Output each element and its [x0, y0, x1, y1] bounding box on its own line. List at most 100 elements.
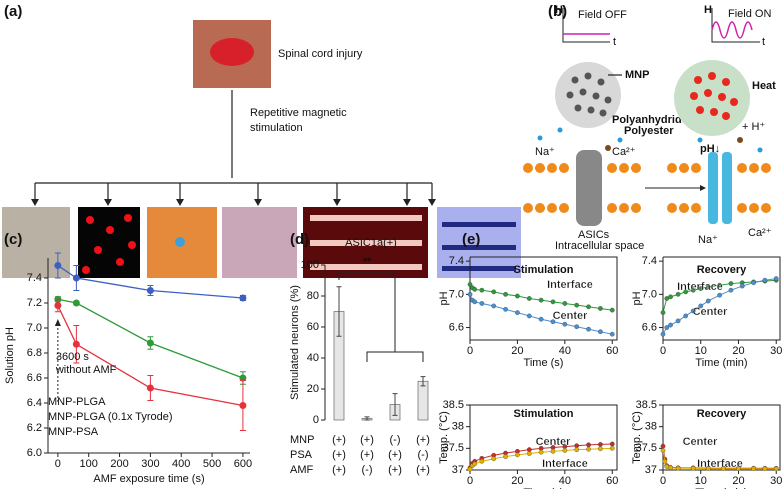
arrowheads [31, 199, 436, 206]
data-point [598, 306, 603, 311]
x-tick-label: 40 [559, 475, 571, 487]
data-point [472, 287, 478, 292]
condition-name: MNP [290, 434, 314, 446]
particle-dots [690, 72, 738, 120]
data-point [239, 294, 247, 302]
y-tick-label: 38 [645, 421, 657, 433]
data-point [609, 331, 615, 337]
annotation-arrowhead [54, 319, 61, 326]
x-tick-label: 0 [55, 458, 61, 470]
x-tick-label: 20 [732, 345, 744, 357]
particle-dots [566, 72, 612, 117]
field-on-wave [711, 21, 753, 39]
x-tick-label: 20 [732, 475, 744, 487]
y-tick-label: 7.4 [27, 272, 42, 284]
legend-entry: MNP-PSA [48, 426, 99, 438]
label: Ca²⁺ [612, 146, 636, 158]
data-point [479, 287, 485, 293]
label: Polyester [624, 125, 674, 137]
image-dots [82, 214, 136, 274]
data-point [472, 461, 478, 467]
particle [674, 60, 750, 136]
annotation: ** [363, 256, 372, 268]
x-tick-label: 100 [80, 458, 98, 470]
data-point [739, 283, 745, 289]
label: pH↓ [700, 143, 720, 155]
data-point [503, 454, 508, 459]
label: Polyanhydride [612, 114, 688, 126]
panel-label: (b) [548, 3, 567, 20]
condition-value: (+) [416, 464, 430, 476]
data-point [72, 274, 80, 282]
label: Heat [752, 80, 776, 92]
annotation: 3600 s [56, 351, 90, 363]
data-point [664, 325, 670, 330]
label: t [762, 36, 765, 48]
series-label: Interface [547, 279, 593, 291]
data-point [717, 292, 722, 298]
y-tick-label: 6.8 [27, 347, 42, 359]
data-point [146, 287, 154, 294]
data-point [668, 294, 673, 300]
y-tick-label: 37 [452, 464, 464, 476]
label: Intracellular space [555, 240, 644, 252]
y-tick-label: 38.5 [443, 399, 464, 411]
ions [537, 127, 763, 153]
data-point [586, 304, 591, 310]
data-point [660, 310, 666, 315]
data-point [762, 277, 768, 283]
error-bar [420, 376, 426, 387]
condition-value: (+) [416, 434, 430, 446]
error-bar [392, 393, 398, 416]
data-point [705, 284, 711, 290]
y-tick-label: 7.0 [642, 288, 657, 300]
y-tick-label: 6.0 [27, 447, 42, 459]
channel [708, 152, 718, 224]
label: Field ON [728, 8, 771, 20]
data-point [668, 465, 673, 471]
gel-bands [442, 222, 516, 271]
arrowhead [700, 185, 706, 191]
data-point [515, 310, 520, 315]
data-point [479, 458, 485, 464]
legend-entry: MNP-PLGA (0.1x Tyrode) [48, 411, 173, 423]
data-point [467, 282, 473, 287]
condition-value: (+) [360, 449, 374, 461]
condition-name: PSA [290, 449, 313, 461]
data-point [675, 318, 681, 324]
y-tick-label: 6.6 [449, 321, 464, 333]
label: Field OFF [578, 9, 627, 21]
data-point [751, 466, 756, 472]
data-point [562, 448, 568, 453]
y-axis-label: pH [438, 291, 450, 305]
x-tick-label: 500 [203, 458, 221, 470]
data-point [690, 287, 696, 293]
significance-bracket [338, 272, 424, 362]
data-point [717, 282, 722, 288]
data-point [54, 302, 62, 309]
label: Ca²⁺ [748, 227, 772, 239]
channel [576, 150, 602, 226]
x-tick-label: 0 [660, 475, 666, 487]
y-axis-label: Temp. (°C) [631, 411, 643, 464]
x-axis-label: Time (min) [695, 487, 747, 489]
data-point [660, 331, 666, 337]
legend-entry: MNP-PLGA [48, 396, 106, 408]
data-point [751, 280, 756, 286]
data-point [773, 466, 779, 472]
data-point [683, 313, 688, 319]
data-point [705, 466, 711, 472]
data-point [690, 308, 696, 314]
data-point [762, 466, 768, 472]
y-tick-label: 40 [307, 352, 319, 364]
error-bar [364, 416, 370, 421]
data-point [773, 276, 779, 281]
y-tick-label: 7.0 [449, 288, 464, 300]
data-point [538, 316, 544, 322]
condition-value: (-) [362, 464, 373, 476]
data-point [609, 307, 615, 313]
condition-name: AMF [290, 464, 314, 476]
data-point [562, 301, 568, 306]
label: H [555, 4, 563, 16]
label: stimulation [250, 122, 303, 134]
